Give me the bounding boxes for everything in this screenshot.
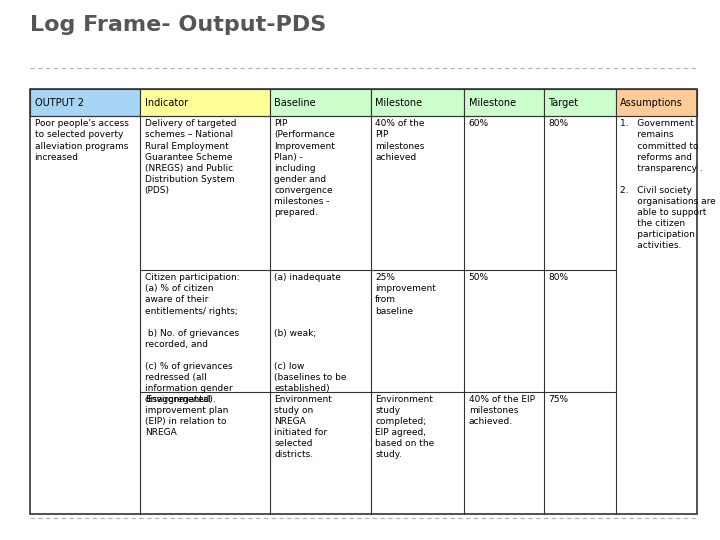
Bar (30, 89, 140, 116)
Text: (a) inadequate




(b) weak;


(c) low
(baselines to be
established): (a) inadequate (b) weak; (c) low (baseli… (274, 273, 347, 393)
Text: 40% of the EIP
milestones
achieved.: 40% of the EIP milestones achieved. (469, 395, 535, 426)
Text: Delivery of targeted
schemes – National
Rural Employment
Guarantee Scheme
(NREGS: Delivery of targeted schemes – National … (145, 119, 236, 195)
Text: Environment
study on
NREGA
initiated for
selected
districts.: Environment study on NREGA initiated for… (274, 395, 332, 459)
Text: 50%: 50% (469, 273, 489, 282)
Text: PIP
(Performance
Improvement
Plan) -
including
gender and
convergence
milestones: PIP (Performance Improvement Plan) - inc… (274, 119, 336, 217)
Text: 40% of the
PIP
milestones
achieved: 40% of the PIP milestones achieved (375, 119, 425, 161)
Text: Environment
study
completed;
EIP agreed,
based on the
study.: Environment study completed; EIP agreed,… (375, 395, 434, 459)
Text: Target: Target (548, 98, 578, 107)
Text: 75%: 75% (548, 395, 568, 404)
Text: 60%: 60% (469, 119, 489, 129)
Text: Poor people's access
to selected poverty
alleviation programs
increased: Poor people's access to selected poverty… (35, 119, 128, 161)
Bar (270, 89, 371, 116)
Text: 1.   Government
      remains
      committed to
      reforms and
      transpa: 1. Government remains committed to refor… (620, 119, 716, 251)
Bar (30, 89, 697, 514)
Text: Environmental
improvement plan
(EIP) in relation to
NREGA: Environmental improvement plan (EIP) in … (145, 395, 228, 437)
Bar (140, 89, 270, 116)
Text: Citizen participation:
(a) % of citizen
aware of their
entitlements/ rights;

 b: Citizen participation: (a) % of citizen … (145, 273, 239, 404)
Text: 80%: 80% (548, 119, 568, 129)
Bar (544, 89, 616, 116)
Text: 80%: 80% (548, 273, 568, 282)
Text: Milestone: Milestone (375, 98, 422, 107)
Text: OUTPUT 2: OUTPUT 2 (35, 98, 84, 107)
Text: Baseline: Baseline (274, 98, 316, 107)
Text: Milestone: Milestone (469, 98, 516, 107)
Bar (616, 89, 697, 116)
Text: 25%
improvement
from
baseline: 25% improvement from baseline (375, 273, 436, 315)
Bar (464, 89, 544, 116)
Text: Log Frame- Output-PDS: Log Frame- Output-PDS (30, 15, 326, 35)
Text: Assumptions: Assumptions (620, 98, 683, 107)
Text: Indicator: Indicator (145, 98, 188, 107)
Bar (371, 89, 464, 116)
